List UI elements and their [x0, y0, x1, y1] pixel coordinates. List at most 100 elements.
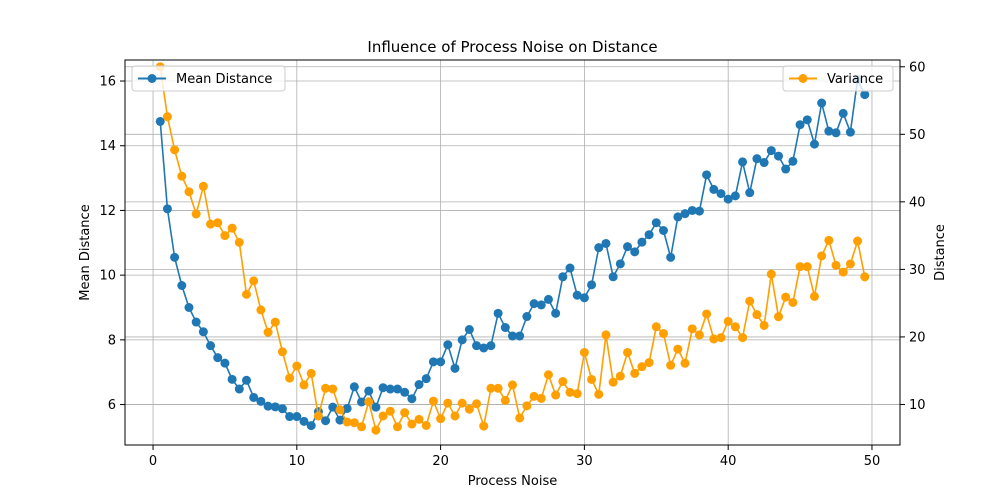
data-point [436, 414, 446, 424]
data-point [745, 188, 755, 198]
data-point [802, 115, 812, 125]
data-point [443, 340, 453, 350]
data-point [349, 418, 359, 428]
legend-mean-distance: Mean Distance [131, 65, 286, 92]
data-point [371, 402, 381, 412]
data-point [788, 156, 798, 166]
data-point [673, 344, 683, 354]
y-left-tick-label: 8 [108, 333, 116, 348]
data-point [392, 422, 402, 432]
data-point [170, 252, 180, 262]
data-point [687, 205, 697, 215]
data-point [198, 181, 208, 191]
data-point [450, 363, 460, 373]
data-point [206, 219, 216, 229]
y-right-tick-label: 40 [909, 195, 926, 210]
data-point [615, 371, 625, 381]
data-point [587, 374, 597, 384]
data-point [277, 404, 287, 414]
data-point [601, 238, 611, 248]
legend-variance: Variance [782, 65, 894, 92]
series-line-0 [159, 76, 866, 427]
data-point [234, 237, 244, 247]
data-point [817, 251, 827, 261]
data-point [242, 289, 251, 299]
data-point [306, 368, 316, 378]
data-point [515, 413, 525, 423]
data-point [256, 396, 266, 406]
data-point [615, 259, 625, 269]
data-point [206, 341, 216, 351]
x-tick-label: 20 [432, 454, 449, 469]
data-point [709, 334, 719, 344]
data-point [630, 247, 640, 257]
data-point [191, 317, 201, 327]
data-point [162, 204, 172, 214]
data-point [213, 353, 223, 363]
data-point [694, 330, 704, 340]
data-point [651, 218, 661, 228]
data-point [551, 390, 561, 400]
data-point [694, 206, 704, 216]
data-point [335, 405, 345, 415]
data-point [364, 386, 374, 396]
data-point [342, 403, 352, 413]
data-point [313, 411, 323, 421]
data-point [292, 361, 302, 371]
data-point [558, 377, 568, 387]
data-point [565, 387, 575, 397]
data-point [220, 358, 230, 368]
data-point [702, 170, 712, 180]
data-point [572, 389, 582, 399]
legend-label: Variance [827, 72, 883, 87]
data-point [177, 171, 187, 181]
y-right-tick-label: 30 [909, 263, 926, 278]
data-point [234, 384, 244, 394]
data-point [658, 329, 668, 339]
data-point [594, 243, 604, 253]
data-point [450, 411, 460, 421]
data-point [716, 189, 726, 199]
data-point [385, 384, 395, 394]
data-point [162, 112, 172, 122]
data-point [623, 347, 633, 357]
data-point [177, 281, 187, 290]
y-left-tick-label: 10 [99, 269, 116, 284]
data-point [328, 384, 338, 394]
chart-title: Influence of Process Noise on Distance [367, 38, 657, 56]
data-point [299, 416, 309, 426]
data-point [479, 343, 489, 353]
data-point [357, 397, 367, 407]
series-line-1 [159, 66, 866, 433]
data-point [522, 312, 532, 322]
data-point [500, 323, 510, 333]
data-point [637, 362, 647, 372]
data-point [558, 272, 568, 282]
data-point [666, 360, 676, 370]
data-point [608, 377, 618, 387]
data-point [500, 395, 510, 405]
data-point [457, 398, 467, 408]
data-point [781, 164, 791, 174]
data-point [809, 291, 819, 301]
data-point [464, 325, 474, 334]
data-point [572, 290, 582, 300]
x-tick-label: 40 [720, 454, 737, 469]
data-point [745, 296, 755, 306]
data-point [479, 421, 489, 431]
data-point [277, 347, 287, 357]
data-point [249, 276, 259, 286]
data-point [493, 383, 503, 393]
legend-box [782, 65, 894, 92]
series-layer [155, 62, 870, 435]
data-point [263, 327, 273, 337]
data-point [242, 375, 251, 385]
data-point [529, 391, 539, 401]
data-point [378, 411, 388, 421]
data-point [680, 209, 690, 219]
data-point [709, 184, 719, 194]
data-point [702, 309, 712, 319]
data-point [457, 335, 467, 345]
data-point [831, 260, 841, 270]
data-point [774, 312, 783, 322]
